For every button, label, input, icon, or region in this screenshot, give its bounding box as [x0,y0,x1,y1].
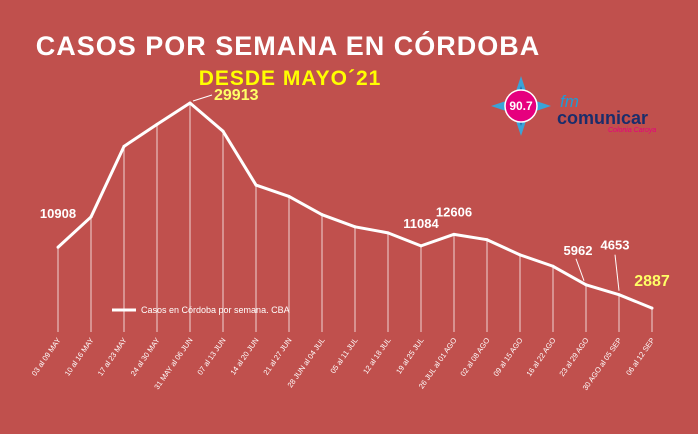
logo-fm: fm [560,92,579,111]
x-tick-label-16: 23 al 29 AGO [557,336,590,378]
data-label-17: 4653 [601,238,630,253]
data-point-5 [221,129,225,133]
data-point-12 [452,232,456,236]
x-tick-label-15: 16 al 22 AGO [524,336,557,378]
drop-lines [57,103,653,332]
leader-line-4 [192,94,213,102]
data-point-11 [419,244,423,248]
x-tick-labels: 03 al 09 MAY 10 al 16 MAY 17 al 23 MAY 24 a… [30,336,657,392]
x-tick-label-9: 05 al 11 JUL [328,336,359,375]
legend: Casos en Córdoba por semana. CBA [112,305,290,315]
data-point-16 [584,283,588,287]
data-point-18 [650,306,654,310]
data-point-1 [89,215,93,219]
x-tick-label-11: 19 al 25 JUL [394,336,426,376]
x-tick-label-3: 24 al 30 MAY [129,336,162,378]
data-point-13 [485,238,489,242]
chart-subtitle: DESDE MAYO´21 [199,67,382,90]
data-point-4 [188,101,192,105]
data-point-6 [254,183,258,187]
data-point-8 [320,213,324,217]
series-group [56,101,654,310]
x-tick-label-13: 02 al 08 AGO [458,336,491,378]
data-point-0 [56,245,60,249]
x-tick-label-18: 06 al 12 SEP [624,336,656,377]
data-label-4: 29913 [214,87,259,104]
x-tick-label-2: 17 al 23 MAY [96,336,129,378]
x-tick-label-0: 03 al 09 MAY [30,336,63,378]
data-point-10 [386,231,390,235]
logo-tagline: Colonia Caroya [608,127,656,134]
legend-label: Casos en Córdoba por semana. CBA [141,305,290,315]
x-tick-label-10: 12 al 18 JUL [361,336,393,376]
data-point-17 [617,293,621,297]
data-label-18: 2887 [634,273,670,290]
data-point-9 [353,225,357,229]
x-tick-label-7: 21 al 27 JUN [261,336,293,377]
data-label-11: 11084 [403,216,439,231]
x-tick-label-14: 09 al 15 AGO [491,336,524,378]
logo-name: comunicar [557,108,648,128]
leader-line-16 [575,258,585,281]
x-tick-label-6: 14 al 20 JUN [228,336,260,377]
leader-line-17 [614,254,620,291]
data-point-2 [122,144,126,148]
chart-title: CASOS POR SEMANA EN CÓRDOBA [36,30,541,61]
compass-star-icon [491,76,551,136]
data-point-15 [551,264,555,268]
radio-logo: 90.7 fm comunicar Colonia Caroya [491,76,656,136]
data-point-3 [155,122,159,126]
x-tick-label-1: 10 al 16 MAY [63,336,96,378]
data-label-16: 5962 [564,243,593,258]
logo-frequency: 90.7 [509,99,533,113]
data-point-14 [518,253,522,257]
data-point-7 [287,194,291,198]
data-label-12: 12606 [436,204,472,219]
data-label-0: 10908 [40,206,76,221]
x-tick-label-5: 07 al 13 JUN [195,336,227,377]
x-tick-label-8: 28 JUN al 04 JUL [286,336,327,389]
